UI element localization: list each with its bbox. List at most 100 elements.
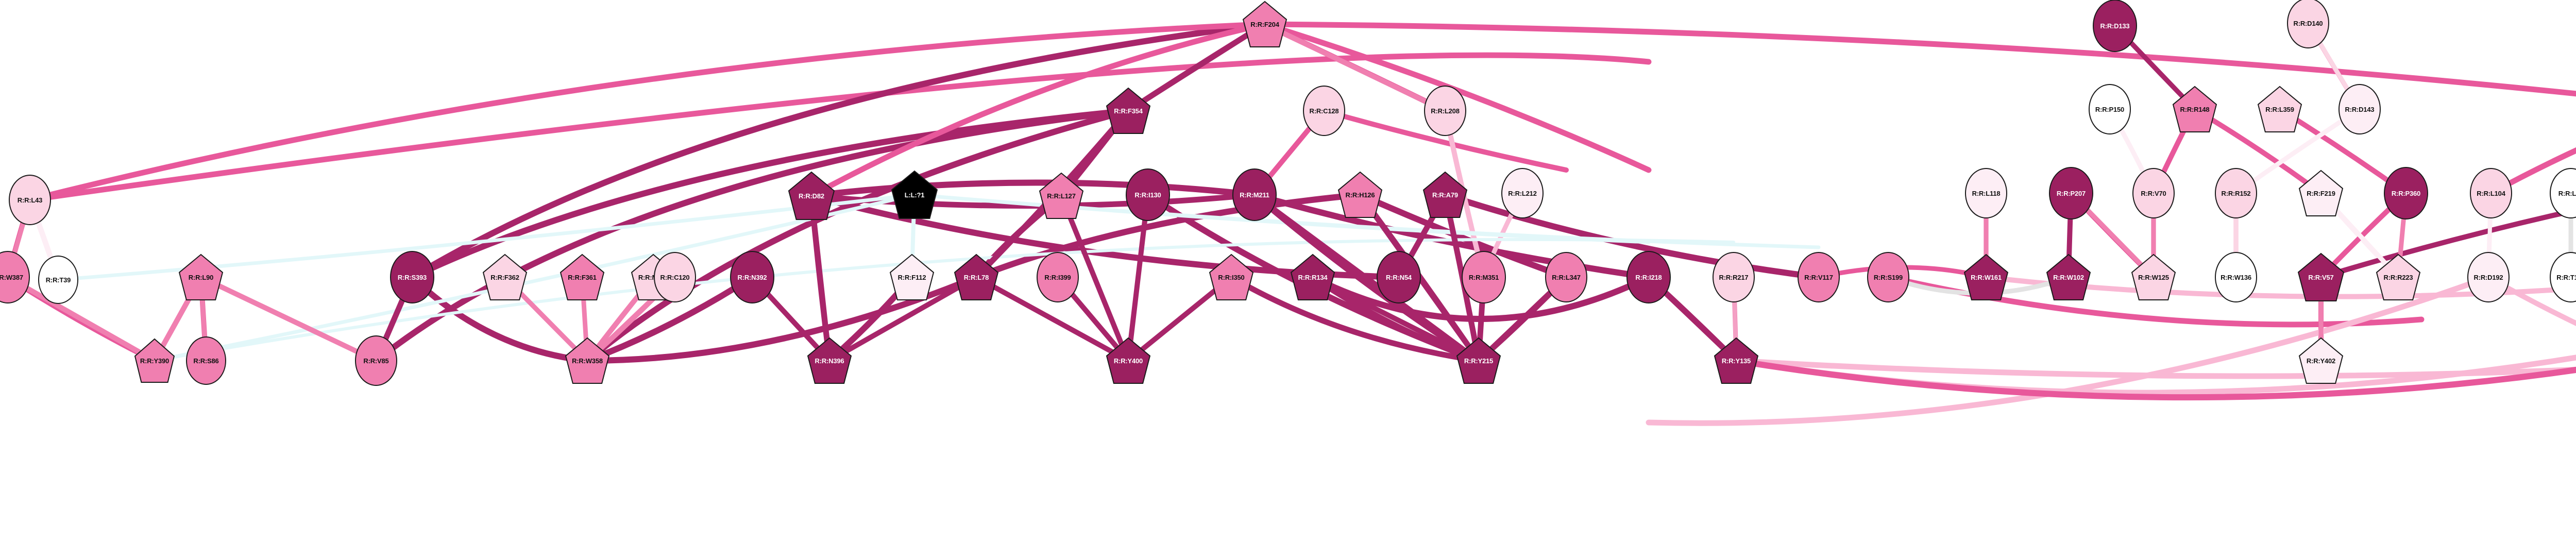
graph-node[interactable]: R:R:F112 xyxy=(889,253,935,301)
graph-node[interactable]: R:R:W161 xyxy=(1963,253,2009,301)
graph-node[interactable]: R:R:W358 xyxy=(565,337,610,384)
graph-node[interactable]: R:R:W136 xyxy=(2214,251,2258,303)
graph-node-label: R:R:D140 xyxy=(2293,19,2323,27)
pentagon-shape-icon xyxy=(565,337,610,384)
pentagon-shape-icon xyxy=(560,253,605,300)
graph-node[interactable]: R:R:L99 xyxy=(2549,167,2576,219)
graph-node[interactable]: R:R:W125 xyxy=(2131,253,2176,301)
graph-node-label: R:R:L99 xyxy=(2558,189,2576,197)
graph-node[interactable]: R:R:L104 xyxy=(2469,167,2513,219)
graph-node[interactable]: R:R:R152 xyxy=(2214,167,2258,219)
graph-node[interactable]: R:R:I130 xyxy=(1125,168,1171,222)
graph-node[interactable]: R:R:L208 xyxy=(1423,85,1467,137)
graph-node[interactable]: R:R:M211 xyxy=(1232,168,1277,222)
graph-node[interactable]: R:R:F362 xyxy=(482,253,528,301)
graph-node[interactable]: R:R:V57 xyxy=(2297,252,2345,302)
graph-node[interactable]: R:R:A79 xyxy=(1422,171,1468,218)
graph-node[interactable]: R:R:L127 xyxy=(1039,172,1084,219)
graph-node[interactable]: R:R:Y390 xyxy=(134,338,175,383)
graph-node[interactable]: R:R:Y135 xyxy=(1714,337,1759,384)
graph-node[interactable]: R:R:P207 xyxy=(2048,166,2094,220)
graph-node[interactable]: R:R:W387 xyxy=(0,250,30,304)
graph-node-label: R:R:M351 xyxy=(1468,273,1499,281)
graph-node[interactable]: R:R:T39 xyxy=(38,255,79,305)
graph-node[interactable]: R:R:D192 xyxy=(2467,251,2510,303)
ellipse-shape-icon xyxy=(2470,168,2512,218)
graph-node[interactable]: R:R:F204 xyxy=(1242,1,1287,48)
graph-node[interactable]: R:R:M351 xyxy=(1461,250,1506,304)
graph-edge xyxy=(584,274,755,364)
pentagon-shape-icon xyxy=(1106,87,1151,134)
graph-node[interactable]: R:R:P150 xyxy=(2088,83,2131,135)
graph-edge xyxy=(1126,192,1150,363)
ellipse-shape-icon xyxy=(654,252,696,302)
graph-node-label: R:R:M211 xyxy=(1240,191,1269,199)
graph-node[interactable]: R:R:R217 xyxy=(1712,251,1755,303)
graph-node[interactable]: L:L:?1 xyxy=(891,170,938,219)
graph-node[interactable]: R:R:L359 xyxy=(2257,86,2302,133)
graph-node[interactable]: R:R:V70 xyxy=(2132,167,2175,219)
graph-node-label: R:R:P360 xyxy=(2391,189,2421,197)
graph-node[interactable]: R:R:N54 xyxy=(1376,250,1421,304)
graph-node[interactable]: R:R:I350 xyxy=(1209,253,1254,301)
graph-edge xyxy=(1228,274,1482,364)
graph-node[interactable]: R:R:S199 xyxy=(1867,251,1910,303)
pentagon-shape-icon xyxy=(889,253,935,300)
graph-node-label: R:R:W136 xyxy=(2221,273,2251,281)
graph-node[interactable]: R:R:D140 xyxy=(2286,0,2330,49)
ellipse-shape-icon xyxy=(1965,168,2007,218)
graph-edge xyxy=(1310,274,1482,364)
graph-node[interactable]: R:R:Y215 xyxy=(1456,337,1501,384)
pentagon-shape-icon xyxy=(1963,253,2009,300)
graph-node[interactable]: R:R:Y402 xyxy=(2298,337,2344,384)
graph-node[interactable]: R:R:F354 xyxy=(1106,87,1151,134)
graph-node[interactable]: R:R:R134 xyxy=(1290,253,1335,301)
graph-node[interactable]: R:R:F361 xyxy=(560,253,605,301)
ellipse-shape-icon xyxy=(2384,167,2428,219)
ellipse-shape-icon xyxy=(1867,252,1909,302)
graph-node[interactable]: R:R:I218 xyxy=(1626,250,1671,304)
graph-node[interactable]: R:R:F219 xyxy=(2298,170,2344,217)
ellipse-shape-icon xyxy=(2215,252,2257,302)
pentagon-shape-icon xyxy=(482,253,528,300)
graph-edge xyxy=(1126,22,1267,113)
graph-node-label: R:R:N396 xyxy=(815,357,844,365)
graph-node[interactable]: R:R:L43 xyxy=(8,174,52,226)
graph-node-label: R:R:H126 xyxy=(1345,191,1375,199)
graph-node[interactable]: R:R:H126 xyxy=(1337,171,1383,218)
graph-node[interactable]: R:R:L118 xyxy=(1964,167,2008,219)
graph-edge xyxy=(409,21,1268,280)
pentagon-shape-icon xyxy=(1714,337,1759,384)
graph-node[interactable]: R:R:Y400 xyxy=(1106,337,1151,384)
graph-node[interactable]: R:R:L78 xyxy=(954,253,999,301)
graph-node[interactable]: R:R:N396 xyxy=(807,337,852,384)
graph-node-label: R:R:D143 xyxy=(2345,105,2375,113)
graph-node[interactable]: R:R:D143 xyxy=(2338,83,2381,135)
graph-node-label: R:R:D82 xyxy=(799,192,824,200)
pentagon-shape-icon xyxy=(1337,171,1383,218)
graph-node[interactable]: R:R:C128 xyxy=(1302,85,1346,137)
graph-node[interactable]: R:R:N392 xyxy=(730,250,775,304)
graph-node[interactable]: R:R:P360 xyxy=(2383,166,2429,220)
graph-node[interactable]: R:R:V85 xyxy=(354,335,398,386)
graph-node[interactable]: R:R:I399 xyxy=(1036,251,1079,303)
graph-node[interactable]: R:R:W102 xyxy=(2046,253,2091,301)
graph-node[interactable]: R:R:D133 xyxy=(2092,0,2138,53)
graph-node[interactable]: R:R:S86 xyxy=(185,336,227,385)
graph-node[interactable]: R:R:S393 xyxy=(389,250,435,304)
pentagon-shape-icon xyxy=(1209,253,1254,300)
graph-node[interactable]: R:R:V117 xyxy=(1797,251,1840,303)
graph-node[interactable]: R:R:T103 xyxy=(2549,251,2576,303)
graph-node[interactable]: R:R:R148 xyxy=(2172,86,2217,133)
graph-edge xyxy=(1251,192,1652,280)
pentagon-shape-icon xyxy=(1456,337,1501,384)
graph-node[interactable]: R:R:L347 xyxy=(1545,251,1588,303)
graph-node[interactable]: R:R:L212 xyxy=(1501,167,1544,219)
graph-node-label: R:R:F354 xyxy=(1114,107,1143,115)
graph-node[interactable]: R:R:R223 xyxy=(2376,253,2421,301)
graph-node[interactable]: R:R:D82 xyxy=(788,171,835,221)
graph-node[interactable]: R:R:L90 xyxy=(178,253,224,301)
graph-node[interactable]: R:R:C120 xyxy=(653,251,697,303)
graph-edge xyxy=(373,108,1131,364)
